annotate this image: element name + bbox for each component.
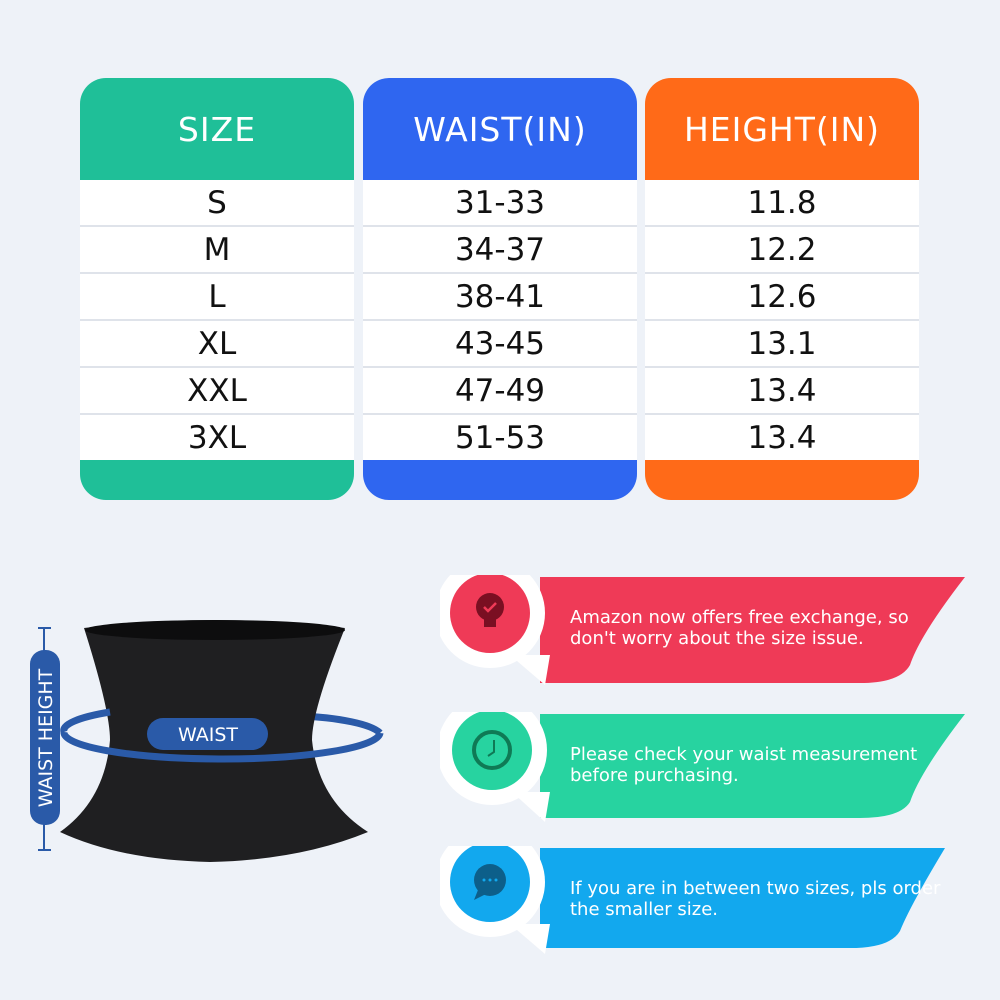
lightbulb-check-icon bbox=[476, 593, 504, 627]
size-column: SIZE S M L XL XXL 3XL bbox=[80, 78, 354, 500]
column-header: SIZE bbox=[177, 109, 257, 149]
clock-icon bbox=[472, 730, 512, 770]
table-cell: 12.2 bbox=[645, 227, 919, 272]
waist-height-label: WAIST HEIGHT bbox=[35, 668, 57, 807]
table-cell: 13.1 bbox=[645, 321, 919, 366]
table-cell: XXL bbox=[80, 368, 354, 413]
table-cell: M bbox=[80, 227, 354, 272]
waist-belt-diagram: WAIST WAIST HEIGHT bbox=[30, 620, 384, 862]
table-cell: L bbox=[80, 274, 354, 319]
table-cell: 38-41 bbox=[363, 274, 637, 319]
table-cell: 11.8 bbox=[645, 180, 919, 225]
column-header: HEIGHT(IN) bbox=[683, 109, 881, 149]
tip-card-exchange: Amazon now offers free exchange, so don'… bbox=[440, 575, 970, 685]
table-cell: XL bbox=[80, 321, 354, 366]
waist-column: WAIST(IN) 31-33 34-37 38-41 43-45 47-49 … bbox=[363, 78, 637, 500]
tip-card-between-sizes: If you are in between two sizes, pls ord… bbox=[440, 846, 970, 956]
table-cell: 31-33 bbox=[363, 180, 637, 225]
table-cell: 34-37 bbox=[363, 227, 637, 272]
column-header: WAIST(IN) bbox=[413, 109, 587, 149]
tip-text: If you are in between two sizes, pls ord… bbox=[570, 878, 941, 920]
tip-card-measure: Please check your waist measurement befo… bbox=[440, 712, 970, 822]
table-cell: 43-45 bbox=[363, 321, 637, 366]
tip-text: Please check your waist measurement befo… bbox=[570, 744, 918, 786]
table-cell: 13.4 bbox=[645, 368, 919, 413]
tip-text: Amazon now offers free exchange, so don'… bbox=[570, 607, 909, 649]
table-cell: 13.4 bbox=[645, 415, 919, 460]
chat-bubble-icon bbox=[474, 864, 506, 900]
height-column: HEIGHT(IN) 11.8 12.2 12.6 13.1 13.4 13.4 bbox=[645, 78, 919, 500]
table-cell: 51-53 bbox=[363, 415, 637, 460]
waist-label: WAIST bbox=[178, 724, 238, 746]
table-cell: 47-49 bbox=[363, 368, 637, 413]
table-cell: 12.6 bbox=[645, 274, 919, 319]
table-cell: S bbox=[80, 180, 354, 225]
table-cell: 3XL bbox=[80, 415, 354, 460]
